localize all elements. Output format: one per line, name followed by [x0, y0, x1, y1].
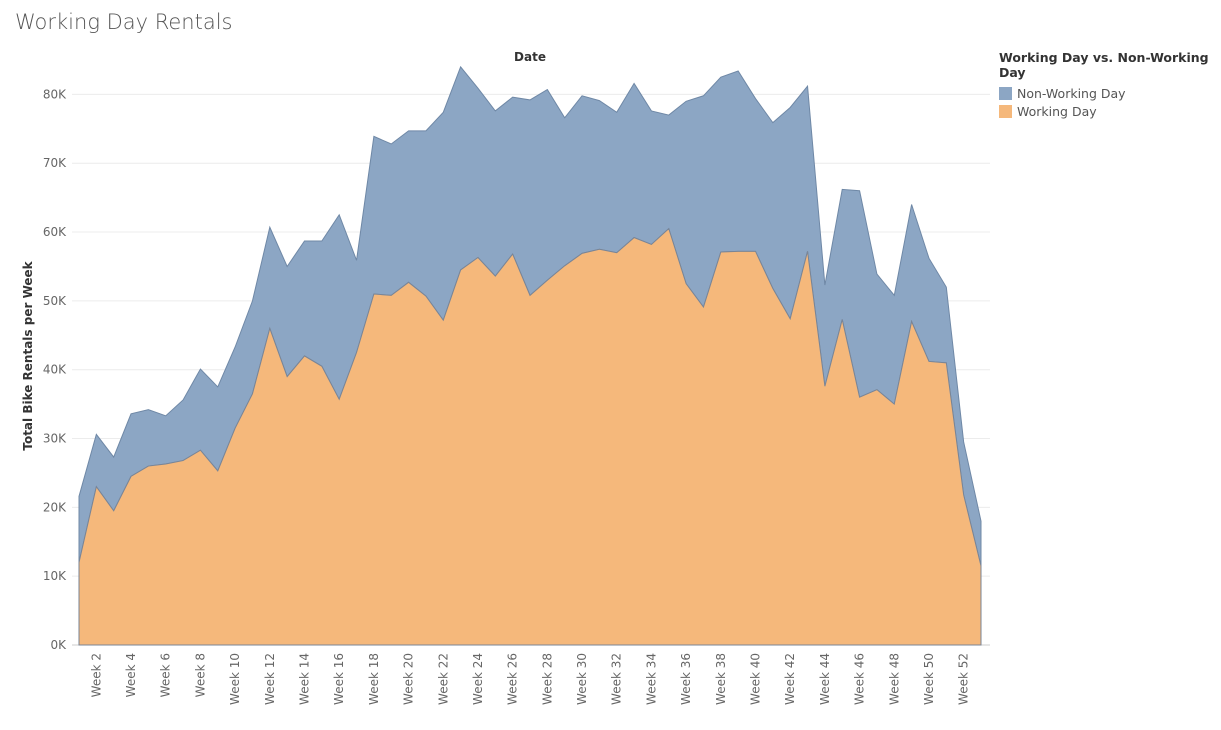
x-tick-label: Week 48	[887, 653, 901, 705]
legend-item-non-working-day[interactable]: Non-Working Day	[999, 84, 1221, 102]
x-tick-label: Week 12	[263, 653, 277, 705]
x-tick-label: Week 32	[610, 653, 624, 705]
x-tick-label: Week 26	[506, 653, 520, 705]
x-tick-label: Week 38	[714, 653, 728, 705]
x-tick-label: Week 36	[679, 653, 693, 705]
top-axis-title: Date	[514, 50, 546, 64]
x-tick-label: Week 20	[402, 653, 416, 705]
x-tick-label: Week 42	[783, 653, 797, 705]
legend-label-non-working-day: Non-Working Day	[1017, 85, 1126, 101]
y-tick-label: 70K	[43, 156, 67, 170]
y-tick-label: 30K	[43, 432, 67, 446]
legend-label-working-day: Working Day	[1017, 103, 1097, 119]
y-tick-label: 40K	[43, 363, 67, 377]
x-tick-label: Week 6	[159, 653, 173, 697]
x-tick-label: Week 44	[818, 653, 832, 705]
x-tick-label: Week 50	[922, 653, 936, 705]
x-tick-label: Week 52	[957, 653, 971, 705]
series-areas	[78, 65, 982, 646]
x-axis-ticks: Week 2 Week 4 Week 6 Week 8 Week 10 Week 12 We…	[89, 653, 970, 705]
area-series-working-day[interactable]	[78, 227, 982, 646]
x-tick-label: Week 10	[228, 653, 242, 705]
x-tick-label: Week 2	[89, 653, 103, 697]
x-tick-label: Week 46	[853, 653, 867, 705]
y-tick-label: 10K	[43, 569, 67, 583]
y-tick-label: 50K	[43, 294, 67, 308]
y-tick-label: 20K	[43, 500, 67, 514]
x-tick-label: Week 24	[471, 653, 485, 705]
legend-swatch-working-day	[999, 104, 1012, 118]
legend-item-working-day[interactable]: Working Day	[999, 102, 1221, 120]
x-tick-label: Week 30	[575, 653, 589, 705]
x-tick-label: Week 40	[749, 653, 763, 705]
legend-swatch-non-working-day	[999, 86, 1012, 100]
x-tick-label: Week 28	[540, 653, 554, 705]
x-tick-label: Week 34	[644, 653, 658, 705]
x-tick-label: Week 22	[436, 653, 450, 705]
legend: Working Day vs. Non-Working Day Non-Work…	[999, 50, 1221, 120]
chart-title: Working Day Rentals	[15, 10, 233, 34]
y-tick-label: 0K	[50, 638, 67, 652]
x-tick-label: Week 8	[193, 653, 207, 697]
x-tick-label: Week 14	[298, 653, 312, 705]
y-tick-label: 60K	[43, 225, 67, 239]
x-tick-label: Week 16	[332, 653, 346, 705]
y-axis-title: Total Bike Rentals per Week	[21, 260, 35, 450]
legend-title: Working Day vs. Non-Working Day	[999, 50, 1209, 80]
x-tick-label: Week 18	[367, 653, 381, 705]
x-tick-label: Week 4	[124, 653, 138, 697]
y-axis-ticks: 0K 10K 20K 30K 40K 50K 60K 70K 80K	[43, 87, 67, 652]
y-tick-label: 80K	[43, 87, 67, 101]
